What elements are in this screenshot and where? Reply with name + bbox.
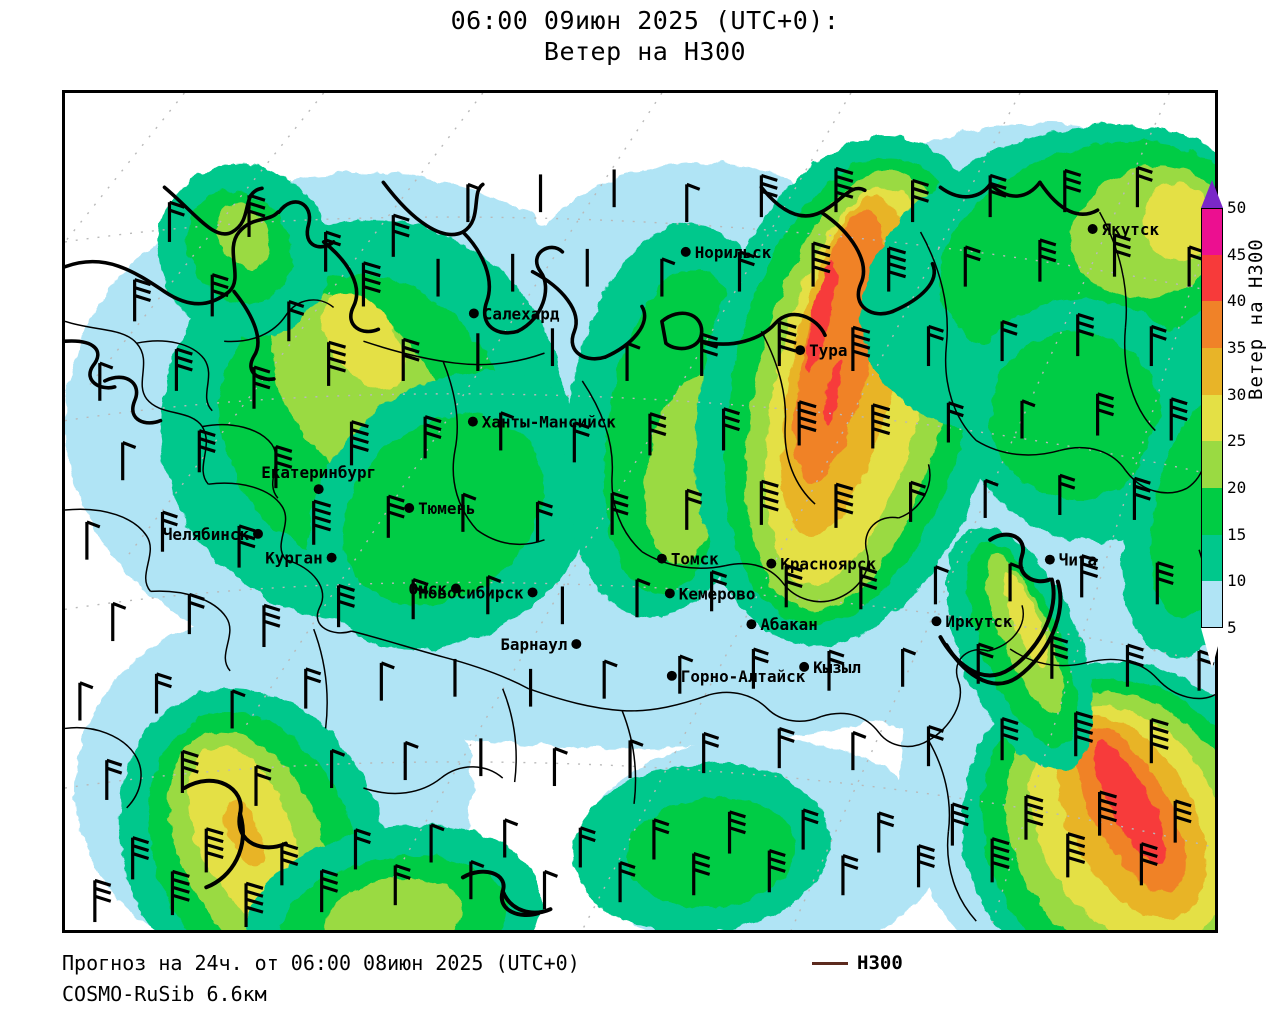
city-label: Тюмень (418, 499, 475, 518)
city-dot (253, 528, 263, 539)
map-canvas: Якутск Норильск Салехард Тура Ханты-Мансийск… (65, 93, 1215, 930)
borders-layer (65, 211, 1215, 922)
wind-speed-contour-fill (65, 122, 1215, 930)
city-dot (680, 246, 691, 257)
colorbar-axis-label: Ветер на H300 (1245, 238, 1267, 400)
colorbar-under-cap (1201, 628, 1223, 668)
colorbar[interactable]: 5 10 15 20 25 30 35 40 45 50 (1201, 180, 1246, 668)
colorbar-band-10-15 (1201, 534, 1223, 582)
colorbar-tick-45: 45 (1227, 244, 1247, 264)
legend-h300: H300 (812, 952, 903, 974)
city-dot (1087, 224, 1098, 234)
footer: Прогноз на 24ч. от 06:00 08июн 2025 (UTC… (62, 948, 1242, 1010)
colorbar-band-20-25 (1201, 441, 1223, 488)
city-marker: Ханты-Мансийск (467, 413, 617, 432)
city-dot (795, 345, 806, 356)
chart-title: 06:00 09июн 2025 (UTC+0): Ветер на H300 (0, 6, 1280, 67)
colorbar-tick-20: 20 (1227, 478, 1247, 497)
colorbar-tick-50: 50 (1227, 198, 1247, 217)
city-marker: Кемерово (664, 584, 756, 603)
city-marker: Челябинск (163, 525, 263, 544)
city-marker: Иркутск (931, 612, 1013, 631)
city-dot (931, 616, 942, 627)
city-marker: Екатеринбург (261, 463, 376, 495)
title-line-variable: Ветер на H300 (543, 36, 747, 66)
city-dot (799, 661, 810, 672)
city-marker: Якутск (1087, 220, 1160, 239)
city-label: Новосибирск (418, 583, 524, 602)
title-line-datetime: 06:00 09июн 2025 (UTC+0): (450, 6, 840, 35)
city-dot (326, 552, 337, 563)
city-label: Кызыл (813, 658, 861, 677)
city-label: Норильск (695, 243, 772, 262)
colorbar-band-40-45 (1201, 254, 1223, 302)
city-label: Челябинск (163, 525, 250, 544)
city-dot (664, 588, 675, 599)
city-dot (666, 670, 677, 681)
city-marker: Томск (656, 550, 719, 569)
city-label: Красноярск (780, 555, 876, 574)
lakes-layer (182, 532, 1063, 918)
city-marker: Норильск (680, 243, 772, 262)
city-dot (468, 308, 479, 319)
city-dot (404, 503, 415, 513)
city-marker: Тура (795, 341, 847, 360)
city-label: Кемерово (679, 584, 756, 603)
city-label: Чита (1059, 551, 1097, 570)
colorbar-tick-30: 30 (1227, 384, 1247, 404)
city-marker: Салехард (468, 304, 560, 323)
city-label: Омск (409, 579, 448, 598)
city-label: Салехард (483, 304, 560, 323)
city-label: Якутск (1102, 220, 1160, 239)
city-dot (1044, 554, 1055, 565)
city-label: Тура (809, 341, 847, 360)
colorbar-tick-40: 40 (1227, 291, 1247, 311)
legend-h300-label: H300 (857, 952, 903, 974)
colorbar-band-5-10 (1201, 581, 1223, 628)
city-label: Горно-Алтайск (681, 667, 806, 686)
city-marker: Кызыл (799, 658, 861, 677)
city-marker: Чита (1044, 551, 1097, 570)
city-label: Томск (671, 550, 719, 569)
city-layer: Якутск Норильск Салехард Тура Ханты-Мансийск… (163, 220, 1160, 686)
colorbar-tick-15: 15 (1227, 524, 1247, 544)
city-dot (450, 583, 461, 594)
colorbar-band-15-20 (1201, 488, 1223, 535)
city-marker: Красноярск (766, 555, 876, 574)
legend-line-swatch (812, 961, 848, 965)
city-label: Ханты-Мансийск (482, 413, 617, 432)
city-dot (746, 619, 757, 630)
colorbar-tick-10: 10 (1227, 571, 1247, 591)
colorbar-over-cap (1201, 180, 1223, 208)
city-label: Екатеринбург (261, 463, 376, 482)
city-dot (571, 639, 582, 650)
colorbar-band-45-50 (1201, 208, 1223, 255)
colorbar-tick-5: 5 (1227, 618, 1237, 637)
city-marker: Новосибирск (418, 583, 538, 602)
city-marker: Курган (265, 549, 337, 568)
city-label: Абакан (760, 615, 817, 634)
city-dot (656, 553, 667, 564)
city-marker: Горно-Алтайск (666, 667, 806, 686)
city-marker: Барнаул (500, 635, 582, 654)
city-dot (467, 416, 478, 427)
colorbar-band-35-40 (1201, 301, 1223, 348)
city-marker: Тюмень (404, 499, 476, 518)
map-frame[interactable]: Якутск Норильск Салехард Тура Ханты-Мансийск… (62, 90, 1218, 933)
city-marker: Абакан (746, 615, 818, 634)
city-dot (766, 558, 777, 569)
footer-model-line: COSMO-RuSib 6.6км (62, 982, 267, 1006)
city-dot (313, 484, 324, 495)
city-dot (527, 587, 538, 598)
city-label: Барнаул (500, 635, 567, 654)
colorbar-band-25-30 (1201, 394, 1223, 442)
city-label: Курган (265, 549, 322, 568)
colorbar-tick-35: 35 (1227, 338, 1247, 357)
city-label: Иркутск (945, 612, 1012, 631)
footer-forecast-line: Прогноз на 24ч. от 06:00 08июн 2025 (UTC… (62, 951, 580, 975)
colorbar-band-30-35 (1201, 348, 1223, 395)
city-marker: Омск (409, 579, 461, 598)
colorbar-tick-25: 25 (1227, 431, 1247, 451)
